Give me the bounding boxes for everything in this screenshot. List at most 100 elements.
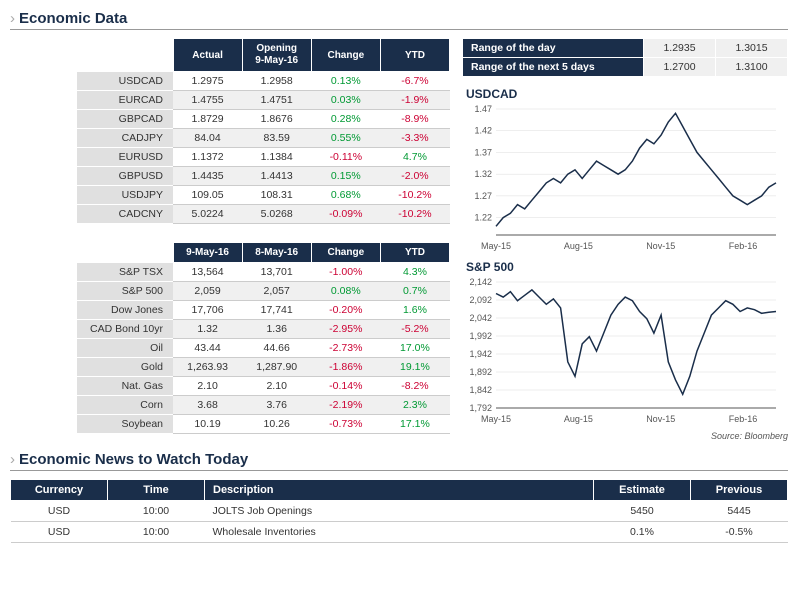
fx-header-opening: Opening9-May-16 xyxy=(242,39,311,72)
fx-opening: 108.31 xyxy=(242,186,311,205)
mkt-c1: 17,706 xyxy=(173,301,242,320)
mkt-row-label: Gold xyxy=(77,358,173,377)
fx-opening: 1.1384 xyxy=(242,148,311,167)
fx-change: -0.11% xyxy=(311,148,380,167)
mkt-change: -1.86% xyxy=(311,358,380,377)
mkt-c2: 13,701 xyxy=(242,263,311,282)
source-label: Source: Bloomberg xyxy=(462,431,788,441)
fx-change: 0.55% xyxy=(311,129,380,148)
svg-text:1.27: 1.27 xyxy=(474,191,492,201)
mkt-change: -0.73% xyxy=(311,415,380,434)
fx-opening: 83.59 xyxy=(242,129,311,148)
news-h-prev: Previous xyxy=(691,480,788,501)
mkt-header-c2: 8-May-16 xyxy=(242,243,311,263)
fx-header-change: Change xyxy=(311,39,380,72)
mkt-c2: 3.76 xyxy=(242,396,311,415)
news-prev: 5445 xyxy=(691,501,788,522)
mkt-c1: 43.44 xyxy=(173,339,242,358)
usdcad-chart: 1.221.271.321.371.421.47May-15Aug-15Nov-… xyxy=(462,103,782,253)
mkt-row-label: S&P 500 xyxy=(77,282,173,301)
svg-text:1.42: 1.42 xyxy=(474,126,492,136)
chart2-title: S&P 500 xyxy=(466,260,788,274)
mkt-ytd: 1.6% xyxy=(380,301,449,320)
svg-text:May-15: May-15 xyxy=(481,414,511,424)
fx-actual: 1.8729 xyxy=(173,110,242,129)
mkt-c1: 10.19 xyxy=(173,415,242,434)
news-desc: JOLTS Job Openings xyxy=(205,501,594,522)
fx-actual: 1.2975 xyxy=(173,72,242,91)
range-low: 1.2700 xyxy=(644,58,716,77)
mkt-c2: 2.10 xyxy=(242,377,311,396)
mkt-row-label: Dow Jones xyxy=(77,301,173,320)
mkt-side-label: Other Markets xyxy=(10,263,77,434)
fx-actual: 1.1372 xyxy=(173,148,242,167)
svg-text:1,792: 1,792 xyxy=(469,403,492,413)
news-est: 0.1% xyxy=(594,522,691,543)
svg-text:Aug-15: Aug-15 xyxy=(564,241,593,251)
news-h-currency: Currency xyxy=(11,480,108,501)
svg-text:1,892: 1,892 xyxy=(469,367,492,377)
mkt-ytd: 2.3% xyxy=(380,396,449,415)
fx-change: -0.09% xyxy=(311,205,380,224)
sp500-chart: 1,7921,8421,8921,9421,9922,0422,0922,142… xyxy=(462,276,782,426)
fx-actual: 5.0224 xyxy=(173,205,242,224)
mkt-change: -0.20% xyxy=(311,301,380,320)
mkt-row-label: Oil xyxy=(77,339,173,358)
mkt-row-label: Soybean xyxy=(77,415,173,434)
fx-change: 0.15% xyxy=(311,167,380,186)
mkt-change: -2.19% xyxy=(311,396,380,415)
fx-opening: 5.0268 xyxy=(242,205,311,224)
news-h-est: Estimate xyxy=(594,480,691,501)
mkt-ytd: -5.2% xyxy=(380,320,449,339)
mkt-row-label: S&P TSX xyxy=(77,263,173,282)
news-h-desc: Description xyxy=(205,480,594,501)
range-high: 1.3100 xyxy=(716,58,788,77)
fx-ytd: -10.2% xyxy=(380,186,449,205)
fx-opening: 1.4413 xyxy=(242,167,311,186)
news-table: Currency Time Description Estimate Previ… xyxy=(10,479,788,543)
fx-opening: 1.4751 xyxy=(242,91,311,110)
fx-row-label: CADCNY xyxy=(77,205,173,224)
fx-actual: 109.05 xyxy=(173,186,242,205)
fx-row-label: GBPCAD xyxy=(77,110,173,129)
mkt-row-label: Nat. Gas xyxy=(77,377,173,396)
fx-ytd: -8.9% xyxy=(380,110,449,129)
markets-table: 9-May-16 8-May-16 Change YTD Other Marke… xyxy=(10,242,450,434)
mkt-change: 0.08% xyxy=(311,282,380,301)
svg-text:1.47: 1.47 xyxy=(474,104,492,114)
svg-text:1.22: 1.22 xyxy=(474,213,492,223)
news-h-time: Time xyxy=(108,480,205,501)
svg-text:2,092: 2,092 xyxy=(469,295,492,305)
mkt-ytd: 17.1% xyxy=(380,415,449,434)
news-currency: USD xyxy=(11,501,108,522)
fx-ytd: -10.2% xyxy=(380,205,449,224)
range-high: 1.3015 xyxy=(716,39,788,58)
fx-row-label: USDJPY xyxy=(77,186,173,205)
mkt-c2: 17,741 xyxy=(242,301,311,320)
news-est: 5450 xyxy=(594,501,691,522)
section-title-economic-news: Economic News to Watch Today xyxy=(10,451,788,471)
mkt-header-ytd: YTD xyxy=(380,243,449,263)
fx-change: 0.13% xyxy=(311,72,380,91)
section-title-economic-data: Economic Data xyxy=(10,10,788,30)
fx-ytd: -3.3% xyxy=(380,129,449,148)
fx-table: Actual Opening9-May-16 Change YTD FXUSDC… xyxy=(10,38,450,224)
news-desc: Wholesale Inventories xyxy=(205,522,594,543)
mkt-change: -2.73% xyxy=(311,339,380,358)
fx-actual: 84.04 xyxy=(173,129,242,148)
fx-ytd: -2.0% xyxy=(380,167,449,186)
mkt-ytd: 17.0% xyxy=(380,339,449,358)
fx-change: 0.28% xyxy=(311,110,380,129)
svg-text:Nov-15: Nov-15 xyxy=(646,241,675,251)
fx-change: 0.68% xyxy=(311,186,380,205)
mkt-ytd: 0.7% xyxy=(380,282,449,301)
mkt-ytd: 4.3% xyxy=(380,263,449,282)
fx-row-label: CADJPY xyxy=(77,129,173,148)
range-table: Range of the day 1.2935 1.3015Range of t… xyxy=(462,38,788,77)
fx-header-ytd: YTD xyxy=(380,39,449,72)
range-label: Range of the next 5 days xyxy=(463,58,644,77)
svg-text:Feb-16: Feb-16 xyxy=(729,414,758,424)
svg-text:Feb-16: Feb-16 xyxy=(729,241,758,251)
fx-header-actual: Actual xyxy=(173,39,242,72)
mkt-c1: 1.32 xyxy=(173,320,242,339)
